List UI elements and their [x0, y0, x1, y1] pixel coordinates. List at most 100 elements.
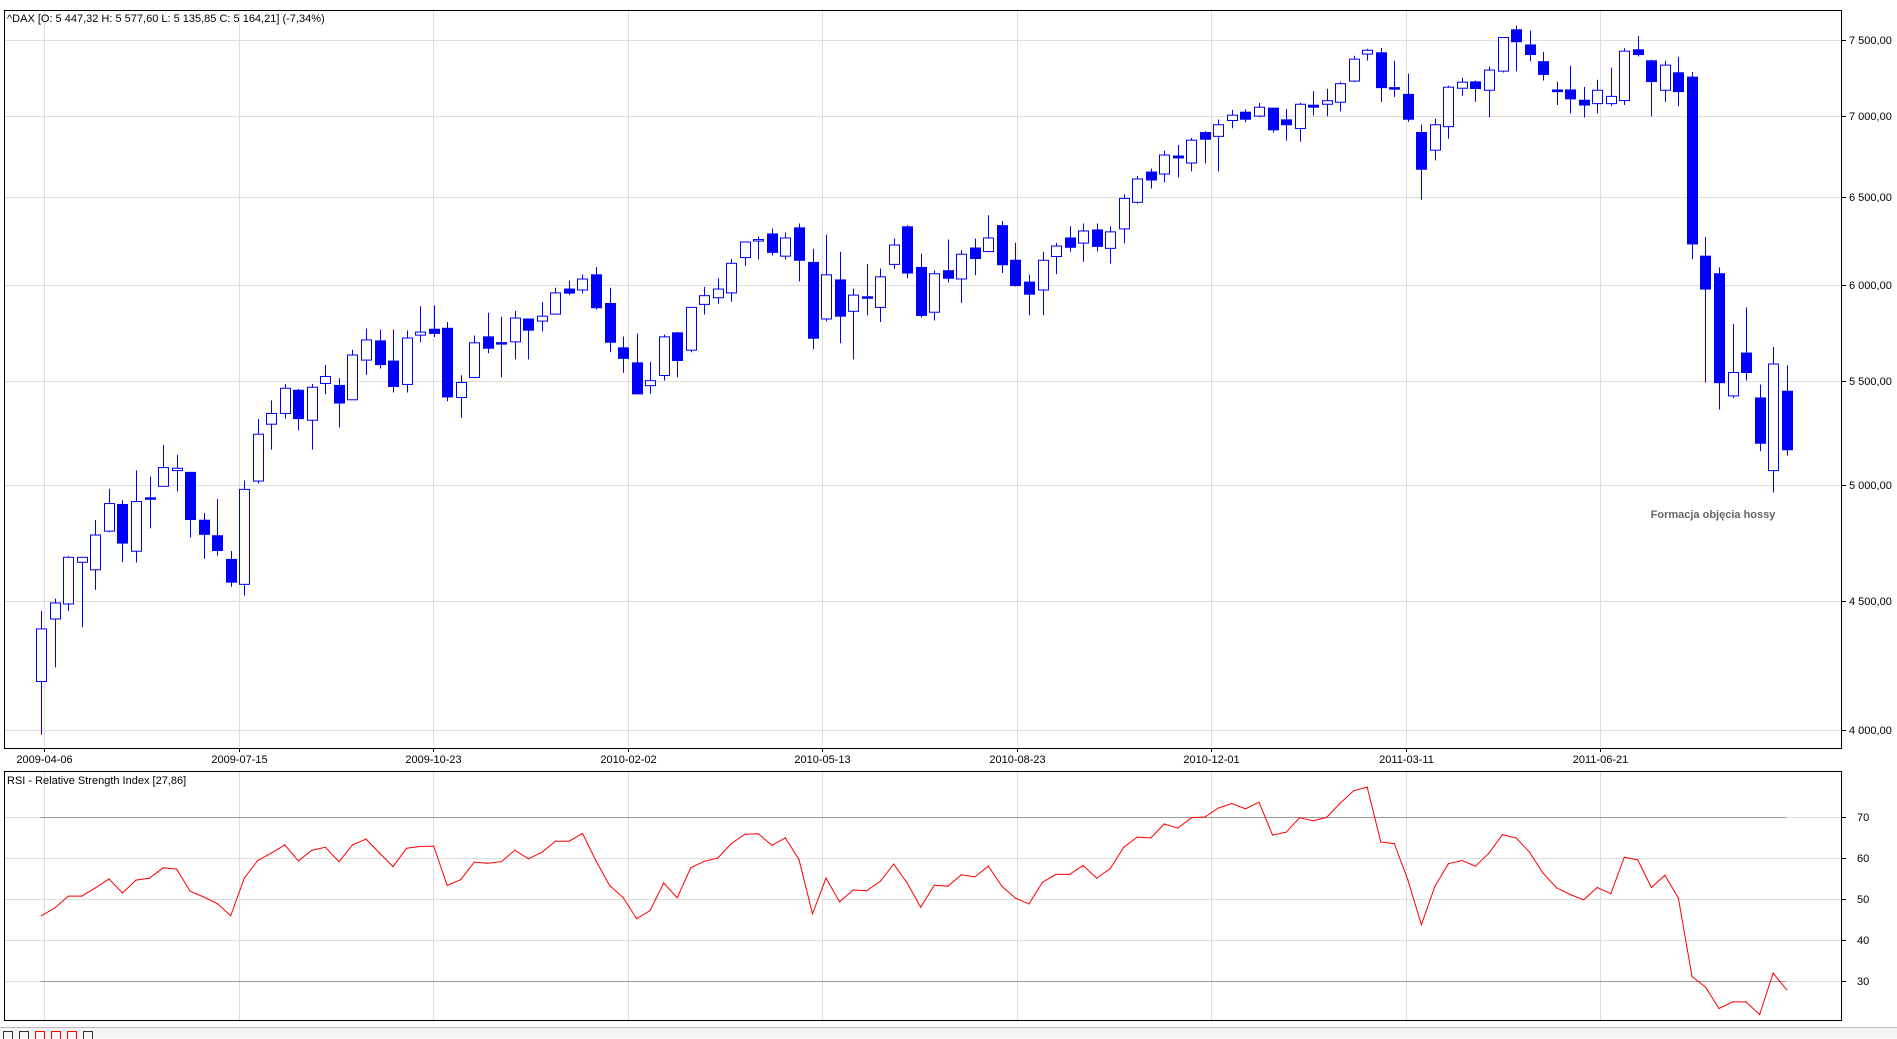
candle[interactable] — [1038, 251, 1049, 316]
candle[interactable] — [1051, 242, 1062, 275]
candle[interactable] — [429, 305, 440, 338]
candle[interactable] — [1646, 59, 1657, 117]
candle[interactable] — [577, 274, 588, 294]
candle[interactable] — [1484, 66, 1495, 118]
candle[interactable] — [686, 306, 697, 353]
candle[interactable] — [1728, 324, 1739, 398]
candle[interactable] — [794, 223, 805, 282]
candle[interactable] — [63, 556, 74, 611]
save-icon[interactable] — [3, 1031, 13, 1039]
candle[interactable] — [1606, 67, 1617, 107]
candle[interactable] — [970, 238, 981, 276]
candle[interactable] — [1430, 118, 1441, 161]
candle[interactable] — [1782, 365, 1793, 456]
candle[interactable] — [1552, 81, 1563, 106]
candle[interactable] — [1525, 30, 1536, 62]
candle[interactable] — [1714, 267, 1725, 410]
candle[interactable] — [1281, 108, 1292, 141]
candle[interactable] — [753, 236, 764, 260]
candle[interactable] — [808, 248, 819, 350]
candle[interactable] — [983, 215, 994, 253]
candle[interactable] — [50, 598, 61, 668]
candle[interactable] — [1295, 102, 1306, 142]
candle[interactable] — [1579, 86, 1590, 118]
candle[interactable] — [226, 550, 237, 587]
candle[interactable] — [1335, 81, 1346, 112]
candle[interactable] — [916, 253, 927, 318]
candle[interactable] — [347, 349, 358, 401]
candle[interactable] — [1470, 80, 1481, 102]
candle[interactable] — [320, 364, 331, 395]
candle[interactable] — [997, 220, 1008, 274]
candle[interactable] — [1673, 56, 1684, 107]
candle[interactable] — [1511, 25, 1522, 72]
candle[interactable] — [1443, 85, 1454, 139]
candle[interactable] — [862, 264, 873, 316]
candle[interactable] — [1119, 194, 1130, 244]
candle[interactable] — [90, 519, 101, 590]
candle[interactable] — [1132, 176, 1143, 204]
candle[interactable] — [456, 375, 467, 418]
candle[interactable] — [361, 328, 372, 375]
candle[interactable] — [280, 384, 291, 419]
candle[interactable] — [1565, 65, 1576, 114]
candle[interactable] — [1619, 48, 1630, 106]
candle[interactable] — [1308, 91, 1319, 116]
candle[interactable] — [158, 444, 169, 487]
candle[interactable] — [902, 225, 913, 279]
candle[interactable] — [740, 241, 751, 266]
candle[interactable] — [212, 499, 223, 556]
red-frame-icon[interactable] — [67, 1031, 77, 1039]
candle[interactable] — [645, 361, 656, 394]
candle[interactable] — [239, 480, 250, 596]
rsi-series[interactable] — [40, 786, 1788, 1016]
candle[interactable] — [618, 336, 629, 373]
candlestick-series[interactable] — [36, 25, 1793, 735]
candle[interactable] — [1024, 274, 1035, 316]
candle[interactable] — [1349, 55, 1360, 83]
candle[interactable] — [943, 239, 954, 283]
candle[interactable] — [1687, 72, 1698, 260]
candle[interactable] — [889, 238, 900, 269]
candle[interactable] — [726, 258, 737, 302]
candle[interactable] — [1200, 131, 1211, 164]
candle[interactable] — [713, 278, 724, 304]
candle[interactable] — [1538, 51, 1549, 81]
candle[interactable] — [1741, 307, 1752, 381]
candle[interactable] — [929, 270, 940, 321]
candle[interactable] — [1254, 102, 1265, 118]
candle[interactable] — [131, 470, 142, 563]
candle[interactable] — [1768, 346, 1779, 493]
candle[interactable] — [1457, 77, 1468, 96]
candle[interactable] — [1322, 88, 1333, 117]
candle[interactable] — [145, 476, 156, 529]
candle[interactable] — [550, 287, 561, 315]
candle[interactable] — [591, 267, 602, 310]
candle[interactable] — [564, 280, 575, 296]
candle[interactable] — [1498, 36, 1509, 73]
candle[interactable] — [1240, 109, 1251, 123]
candle[interactable] — [293, 388, 304, 431]
candle[interactable] — [767, 228, 778, 256]
candle[interactable] — [442, 322, 453, 402]
candle[interactable] — [388, 329, 399, 393]
candle[interactable] — [117, 500, 128, 563]
candle[interactable] — [1376, 47, 1387, 102]
candle[interactable] — [199, 512, 210, 559]
candle[interactable] — [253, 419, 264, 484]
candle[interactable] — [1010, 242, 1021, 287]
candle[interactable] — [402, 330, 413, 393]
frame-icon[interactable] — [19, 1031, 29, 1039]
candle[interactable] — [483, 312, 494, 354]
candle[interactable] — [1660, 60, 1671, 102]
candle[interactable] — [1268, 107, 1279, 133]
candle[interactable] — [1403, 73, 1414, 122]
candle[interactable] — [1092, 223, 1103, 252]
candle[interactable] — [36, 610, 47, 735]
candle[interactable] — [956, 250, 967, 303]
candle[interactable] — [523, 318, 534, 360]
candle[interactable] — [469, 335, 480, 378]
candle[interactable] — [848, 288, 859, 360]
candle[interactable] — [496, 316, 507, 378]
candle[interactable] — [875, 268, 886, 323]
